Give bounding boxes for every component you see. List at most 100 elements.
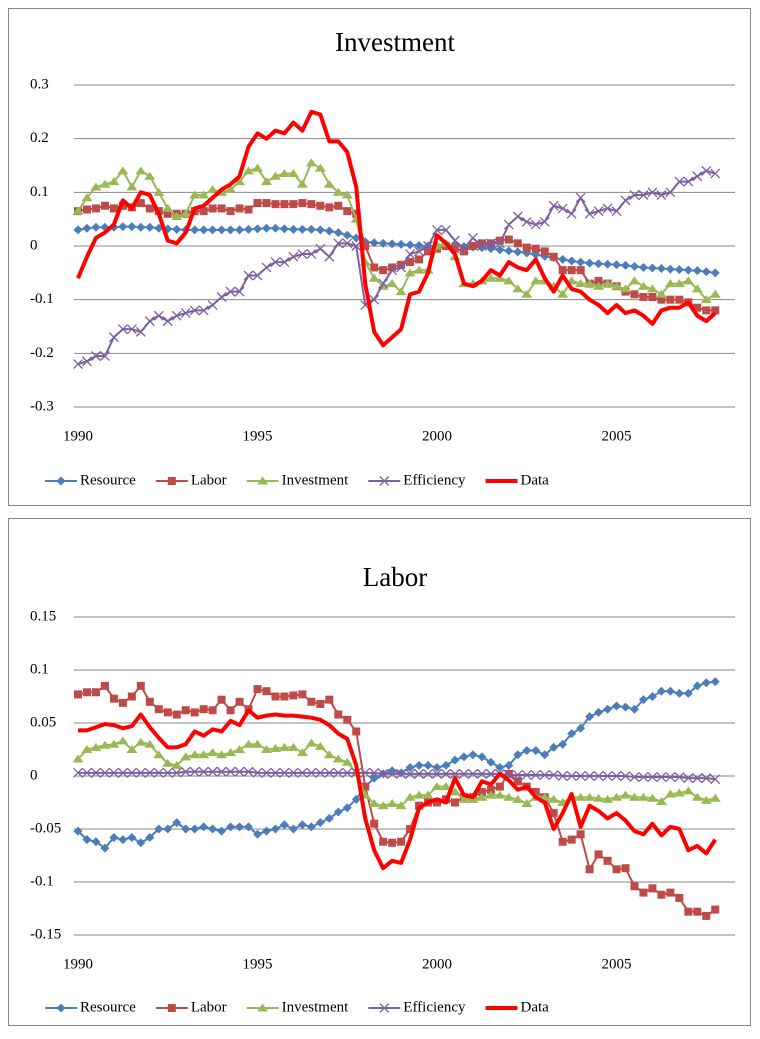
marker-triangle xyxy=(278,742,290,751)
marker-x xyxy=(620,771,631,781)
marker-triangle xyxy=(99,740,111,749)
marker-diamond xyxy=(683,688,693,698)
marker-diamond xyxy=(396,768,406,778)
marker-diamond xyxy=(235,225,245,235)
marker-x xyxy=(279,257,290,268)
marker-diamond xyxy=(504,760,514,770)
marker-diamond xyxy=(253,224,263,234)
marker-triangle xyxy=(575,279,587,288)
marker-x xyxy=(656,772,667,783)
marker-diamond xyxy=(468,750,478,760)
marker-x xyxy=(342,767,353,778)
marker-square xyxy=(289,200,298,209)
marker-square xyxy=(343,207,352,216)
marker-x xyxy=(611,771,622,781)
marker-square xyxy=(199,705,208,714)
marker-diamond xyxy=(118,835,128,845)
marker-diamond xyxy=(423,760,433,770)
marker-triangle xyxy=(171,760,183,769)
marker-triangle xyxy=(323,179,335,188)
x-tick-label: 2000 xyxy=(422,428,452,444)
marker-triangle xyxy=(431,782,443,791)
marker-square xyxy=(370,819,379,828)
marker-diamond xyxy=(558,254,568,264)
marker-diamond xyxy=(558,739,568,749)
marker-x xyxy=(450,768,460,779)
marker-triangle xyxy=(611,281,623,290)
marker-diamond xyxy=(91,222,101,232)
marker-x xyxy=(575,192,586,203)
marker-diamond xyxy=(540,750,550,760)
marker-triangle xyxy=(404,268,416,277)
marker-triangle xyxy=(99,179,111,188)
marker-x xyxy=(216,766,227,777)
marker-diamond xyxy=(297,820,307,830)
marker-square xyxy=(594,276,603,285)
marker-triangle xyxy=(655,796,667,805)
marker-square xyxy=(271,692,280,701)
marker-diamond xyxy=(270,824,280,834)
marker-square xyxy=(307,697,316,706)
marker-triangle xyxy=(341,190,353,199)
marker-square xyxy=(235,697,244,706)
marker-square xyxy=(567,266,576,275)
legend-label: Efficiency xyxy=(403,999,466,1015)
marker-square xyxy=(513,239,522,248)
marker-square xyxy=(298,690,307,699)
x-tick-label: 2005 xyxy=(602,956,632,972)
marker-square xyxy=(379,837,388,846)
marker-diamond xyxy=(495,245,505,255)
marker-diamond xyxy=(199,225,209,235)
marker-triangle xyxy=(207,185,219,194)
marker-diamond xyxy=(127,832,137,842)
marker-x xyxy=(82,767,92,778)
marker-square xyxy=(513,777,522,786)
marker-diamond xyxy=(450,755,460,765)
marker-square xyxy=(648,884,657,893)
marker-diamond xyxy=(342,803,352,813)
marker-triangle xyxy=(557,289,569,298)
marker-x xyxy=(665,187,676,198)
marker-diamond xyxy=(710,677,720,687)
marker-triangle xyxy=(144,171,156,180)
marker-square xyxy=(74,690,82,699)
marker-square xyxy=(603,856,612,865)
marker-square xyxy=(585,865,594,874)
marker-diamond xyxy=(297,224,307,234)
marker-diamond xyxy=(692,266,702,276)
marker-square xyxy=(167,1004,176,1012)
marker-square xyxy=(657,295,666,304)
marker-square xyxy=(307,200,316,209)
marker-diamond xyxy=(136,838,146,848)
marker-square xyxy=(316,201,325,210)
marker-triangle xyxy=(257,1003,269,1012)
marker-diamond xyxy=(56,1003,66,1013)
marker-square xyxy=(361,782,370,791)
marker-triangle xyxy=(243,739,255,748)
marker-square xyxy=(397,837,406,846)
marker-x xyxy=(557,771,568,781)
marker-square xyxy=(82,205,91,214)
marker-x xyxy=(252,270,263,281)
marker-x xyxy=(539,769,550,780)
marker-triangle xyxy=(108,177,120,186)
marker-square xyxy=(711,306,720,315)
marker-x xyxy=(539,216,550,227)
marker-diamond xyxy=(414,760,424,770)
marker-diamond xyxy=(82,223,92,233)
series-line xyxy=(76,109,717,348)
marker-x xyxy=(593,206,604,217)
marker-x xyxy=(548,200,559,211)
marker-square xyxy=(406,258,415,267)
marker-x xyxy=(379,1003,390,1013)
legend-label: Investment xyxy=(282,472,349,488)
marker-triangle xyxy=(189,190,201,199)
marker-diamond xyxy=(701,678,711,688)
marker-square xyxy=(100,201,109,210)
x-tick-label: 1990 xyxy=(63,956,93,972)
marker-triangle xyxy=(171,211,183,220)
marker-diamond xyxy=(567,729,577,739)
marker-x xyxy=(494,238,505,249)
marker-x xyxy=(73,767,83,778)
marker-square xyxy=(630,882,639,891)
